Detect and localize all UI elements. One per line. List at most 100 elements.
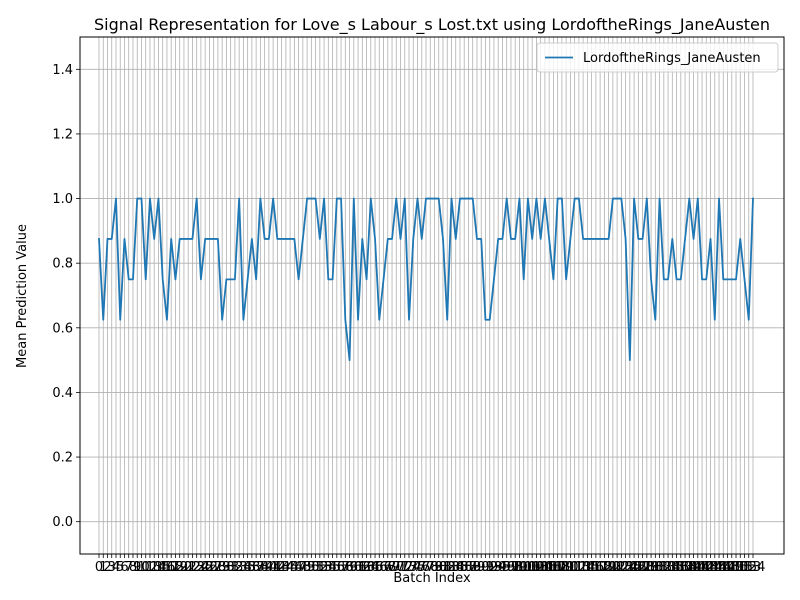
x-tick-label: 90	[473, 560, 490, 575]
series-line	[98, 197, 754, 362]
x-tick-label: 55	[324, 560, 341, 575]
x-tick-label: 20	[176, 560, 193, 575]
x-tick-label: 51	[307, 560, 324, 575]
x-tick-label: 47	[290, 560, 307, 575]
y-axis-label: Mean Prediction Value	[15, 224, 30, 368]
y-tick-label: 0.6	[52, 321, 73, 336]
x-tick-label: 1	[99, 560, 107, 575]
x-tick-label: 142	[690, 560, 715, 575]
x-tick-label: 62	[354, 560, 371, 575]
x-tick-label: 109	[549, 560, 574, 575]
x-tick-label: 4	[112, 560, 120, 575]
x-tick-label: 59	[341, 560, 358, 575]
x-tick-label: 22	[184, 560, 201, 575]
x-tick-label: 61	[350, 560, 367, 575]
x-tick-label: 31	[222, 560, 239, 575]
x-tick-label: 70	[388, 560, 405, 575]
x-tick-label: 128	[630, 560, 655, 575]
x-tick-label: 114	[571, 560, 596, 575]
x-tick-label: 104	[528, 560, 553, 575]
x-tick-label: 54	[320, 560, 337, 575]
legend: LordoftheRings_JaneAusten	[536, 42, 779, 73]
x-tick-label: 95	[494, 560, 511, 575]
x-tick-label: 36	[244, 560, 261, 575]
x-tick-label: 96	[498, 560, 515, 575]
x-tick-label: 105	[532, 560, 557, 575]
x-tick-label: 40	[261, 560, 278, 575]
x-tick-label: 34	[235, 560, 252, 575]
x-tick-label: 113	[566, 560, 591, 575]
x-tick-label: 150	[724, 560, 749, 575]
x-tick-label: 110	[554, 560, 579, 575]
x-tick-label: 88	[464, 560, 481, 575]
x-tick-label: 42	[269, 560, 286, 575]
x-tick-label: 13	[146, 560, 163, 575]
x-tick-label: 21	[180, 560, 197, 575]
x-tick-label: 38	[252, 560, 269, 575]
x-tick-label: 60	[346, 560, 363, 575]
x-axis-ticks: 0123456789101112131415161718192021222324…	[95, 554, 765, 575]
x-tick-label: 131	[643, 560, 668, 575]
x-tick-label: 91	[477, 560, 494, 575]
x-tick-label: 102	[520, 560, 545, 575]
x-tick-label: 6	[120, 560, 128, 575]
x-tick-label: 94	[490, 560, 507, 575]
x-tick-label: 87	[460, 560, 477, 575]
x-tick-label: 35	[239, 560, 256, 575]
x-tick-label: 64	[363, 560, 380, 575]
x-tick-label: 15	[154, 560, 171, 575]
x-tick-label: 97	[503, 560, 520, 575]
y-axis-ticks: 0.0 0.2 0.4 0.6 0.8 1.0 1.2 1.4	[52, 63, 80, 530]
x-tick-label: 146	[707, 560, 732, 575]
x-tick-label: 125	[617, 560, 642, 575]
y-tick-label: 0.0	[52, 515, 73, 530]
x-tick-label: 135	[660, 560, 685, 575]
x-tick-label: 32	[227, 560, 244, 575]
x-tick-label: 89	[469, 560, 486, 575]
x-tick-label: 68	[380, 560, 397, 575]
x-tick-label: 26	[201, 560, 218, 575]
x-tick-label: 116	[579, 560, 604, 575]
x-tick-label: 14	[150, 560, 167, 575]
x-tick-label: 73	[401, 560, 418, 575]
x-tick-label: 8	[129, 560, 137, 575]
x-tick-label: 120	[596, 560, 621, 575]
x-tick-label: 119	[592, 560, 617, 575]
y-tick-label: 1.0	[52, 192, 73, 207]
x-tick-label: 140	[681, 560, 706, 575]
x-tick-label: 79	[426, 560, 443, 575]
x-tick-label: 29	[214, 560, 231, 575]
x-tick-label: 103	[524, 560, 549, 575]
y-tick-label: 0.2	[52, 451, 73, 466]
x-tick-label: 151	[728, 560, 753, 575]
x-tick-label: 0	[95, 560, 103, 575]
x-tick-label: 107	[541, 560, 566, 575]
x-tick-label: 98	[507, 560, 524, 575]
x-tick-label: 10	[133, 560, 150, 575]
x-tick-label: 132	[647, 560, 672, 575]
x-tick-label: 92	[481, 560, 498, 575]
x-tick-label: 134	[656, 560, 681, 575]
x-tick-label: 118	[588, 560, 613, 575]
x-tick-label: 78	[422, 560, 439, 575]
x-tick-label: 58	[337, 560, 354, 575]
x-tick-label: 143	[694, 560, 719, 575]
x-tick-label: 153	[736, 560, 761, 575]
x-tick-label: 46	[286, 560, 303, 575]
x-tick-label: 48	[295, 560, 312, 575]
x-tick-label: 69	[384, 560, 401, 575]
x-tick-label: 41	[265, 560, 282, 575]
x-tick-label: 127	[626, 560, 651, 575]
x-tick-label: 101	[516, 560, 541, 575]
x-tick-label: 144	[698, 560, 723, 575]
y-tick-label: 0.8	[52, 257, 73, 272]
x-tick-label: 149	[719, 560, 744, 575]
x-tick-label: 37	[248, 560, 265, 575]
x-tick-label: 148	[715, 560, 740, 575]
x-tick-label: 16	[159, 560, 176, 575]
x-tick-label: 147	[711, 560, 736, 575]
x-tick-label: 50	[303, 560, 320, 575]
x-tick-label: 56	[329, 560, 346, 575]
x-tick-label: 71	[392, 560, 409, 575]
